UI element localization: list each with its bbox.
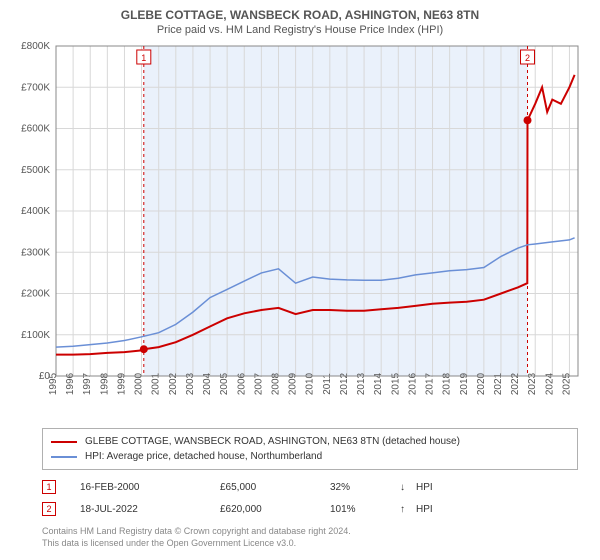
marker-badge-2: 2 [42, 502, 56, 516]
marker-date-1: 16-FEB-2000 [80, 482, 220, 493]
marker-date-2: 18-JUL-2022 [80, 504, 220, 515]
sale-markers-table: 1 16-FEB-2000 £65,000 32% ↓ HPI 2 18-JUL… [42, 476, 578, 520]
chart-subtitle: Price paid vs. HM Land Registry's House … [10, 24, 590, 36]
legend-label-hpi: HPI: Average price, detached house, Nort… [85, 451, 322, 462]
svg-text:£200K: £200K [21, 289, 50, 300]
marker-badge-1: 1 [42, 480, 56, 494]
chart-plot: £0£100K£200K£300K£400K£500K£600K£700K£80… [10, 42, 590, 422]
marker-pct-1: 32% [330, 482, 400, 493]
legend-label-property: GLEBE COTTAGE, WANSBECK ROAD, ASHINGTON,… [85, 436, 460, 447]
svg-text:£100K: £100K [21, 330, 50, 341]
marker-badge-2-num: 2 [46, 504, 51, 514]
marker-row-1: 1 16-FEB-2000 £65,000 32% ↓ HPI [42, 476, 578, 498]
legend-item-hpi: HPI: Average price, detached house, Nort… [51, 449, 569, 464]
marker-vs-2: HPI [416, 504, 433, 515]
marker-dir-1: ↓ [400, 482, 416, 493]
svg-text:£300K: £300K [21, 247, 50, 258]
footnote-line2: This data is licensed under the Open Gov… [42, 538, 578, 550]
footnote: Contains HM Land Registry data © Crown c… [42, 526, 578, 549]
marker-dir-2: ↑ [400, 504, 416, 515]
chart-container: GLEBE COTTAGE, WANSBECK ROAD, ASHINGTON,… [0, 0, 600, 555]
legend-swatch-property [51, 441, 77, 443]
svg-text:£400K: £400K [21, 206, 50, 217]
svg-text:1: 1 [141, 53, 146, 63]
marker-price-2: £620,000 [220, 504, 330, 515]
marker-pct-2: 101% [330, 504, 400, 515]
marker-price-1: £65,000 [220, 482, 330, 493]
legend-item-property: GLEBE COTTAGE, WANSBECK ROAD, ASHINGTON,… [51, 434, 569, 449]
marker-row-2: 2 18-JUL-2022 £620,000 101% ↑ HPI [42, 498, 578, 520]
chart-title-address: GLEBE COTTAGE, WANSBECK ROAD, ASHINGTON,… [10, 8, 590, 22]
svg-text:£600K: £600K [21, 124, 50, 135]
svg-text:£700K: £700K [21, 82, 50, 93]
svg-text:2: 2 [525, 53, 530, 63]
svg-text:£800K: £800K [21, 42, 50, 52]
legend-swatch-hpi [51, 456, 77, 458]
footnote-line1: Contains HM Land Registry data © Crown c… [42, 526, 578, 538]
svg-text:£500K: £500K [21, 165, 50, 176]
marker-vs-1: HPI [416, 482, 433, 493]
legend: GLEBE COTTAGE, WANSBECK ROAD, ASHINGTON,… [42, 428, 578, 470]
marker-badge-1-num: 1 [46, 482, 51, 492]
